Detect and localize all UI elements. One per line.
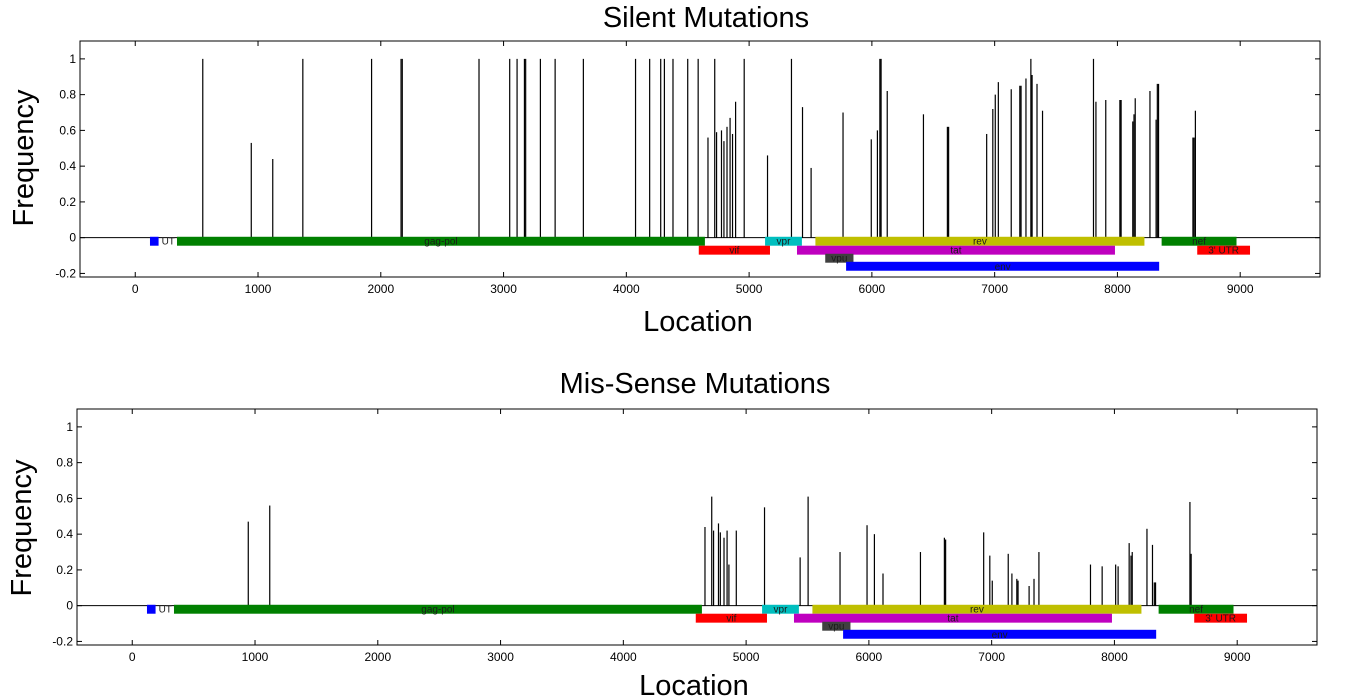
- gene-label: vpr: [777, 237, 792, 248]
- x-tick-label: 4000: [613, 282, 640, 296]
- gene-label: vif: [729, 246, 739, 257]
- y-tick-label: 0: [66, 599, 73, 613]
- y-tick-label: 0.6: [56, 491, 73, 505]
- y-tick-label: 0: [69, 231, 76, 245]
- y-tick-label: 1: [69, 52, 76, 66]
- x-axis: 0 1000 2000 3000 4000 5000 6000 7000 8000 9000: [132, 41, 1254, 296]
- gene-bar: [815, 236, 1145, 246]
- x-axis-label: Location: [643, 306, 753, 338]
- x-tick-label: 2000: [367, 282, 394, 296]
- x-tick-label: 6000: [856, 650, 883, 664]
- gene-label: vpu: [831, 254, 847, 265]
- gene-label: vpu: [828, 622, 844, 633]
- x-tick-label: 3000: [490, 282, 517, 296]
- gene-bar: [825, 253, 854, 263]
- y-tick-label: -0.2: [55, 266, 76, 280]
- gene-bar: [793, 613, 1112, 623]
- gene-label: UT: [162, 237, 175, 248]
- y-tick-label: 0.8: [59, 88, 76, 102]
- gene-label: UT: [159, 605, 172, 616]
- gene-bar: [1194, 613, 1248, 623]
- x-tick-label: 4000: [610, 650, 637, 664]
- gene-bar: [695, 613, 767, 623]
- gene-label: 3' UTR: [1208, 246, 1239, 257]
- x-tick-label: 6000: [859, 282, 886, 296]
- gene-bar: [176, 236, 705, 246]
- gene-label: rev: [970, 605, 984, 616]
- x-tick-label: 9000: [1227, 282, 1254, 296]
- chart-title: Silent Mutations: [603, 2, 809, 34]
- gene-bar: [843, 629, 1157, 639]
- x-tick-label: 9000: [1224, 650, 1251, 664]
- gene-bar: [1161, 236, 1237, 246]
- y-tick-label: -0.2: [52, 634, 73, 648]
- y-tick-label: 0.4: [56, 527, 73, 541]
- y-axis: -0.2 0 0.2 0.4 0.6 0.8 1: [52, 420, 1317, 648]
- gene-annotations: UT gag-pol vpr rev nef vif tat 3' UTR vpu env: [149, 236, 1251, 273]
- gene-label: gag-pol: [424, 237, 457, 248]
- x-tick-label: 2000: [364, 650, 391, 664]
- x-tick-label: 8000: [1104, 282, 1131, 296]
- y-tick-label: 0.2: [56, 563, 73, 577]
- y-tick-label: 0.6: [59, 123, 76, 137]
- x-tick-label: 3000: [487, 650, 514, 664]
- gene-bar: [812, 604, 1142, 614]
- y-tick-label: 1: [66, 420, 73, 434]
- x-tick-label: 8000: [1101, 650, 1128, 664]
- gene-bar: [149, 236, 159, 246]
- chart-missense: Mis-Sense Mutations -0.2 0 0.2 0.4 0.6 0.8 1 0…: [6, 368, 1318, 700]
- gene-bar: [1158, 604, 1234, 614]
- x-tick-label: 7000: [981, 282, 1008, 296]
- gene-label: env: [992, 630, 1008, 641]
- y-tick-label: 0.2: [59, 195, 76, 209]
- gene-bar: [796, 245, 1115, 255]
- gene-bar: [846, 261, 1160, 271]
- gene-bar: [822, 621, 851, 631]
- gene-label: 3' UTR: [1205, 614, 1236, 625]
- x-tick-label: 1000: [245, 282, 272, 296]
- y-axis-label: Frequency: [6, 459, 38, 597]
- gene-label: env: [995, 262, 1011, 273]
- x-tick-label: 0: [132, 282, 139, 296]
- gene-label: vif: [726, 614, 736, 625]
- x-tick-label: 1000: [242, 650, 269, 664]
- y-tick-label: 0.8: [56, 456, 73, 470]
- x-axis: 0 1000 2000 3000 4000 5000 6000 7000 8000 9000: [129, 409, 1251, 664]
- gene-label: nef: [1189, 605, 1203, 616]
- gene-annotations: UT gag-pol vpr rev nef vif tat 3' UTR vpu env: [146, 604, 1248, 641]
- chart-silent: Silent Mutations -0.2 0 0.2 0.4 0.6 0.8 1 0 100…: [8, 2, 1321, 338]
- x-axis-label: Location: [639, 670, 749, 700]
- chart-title: Mis-Sense Mutations: [560, 368, 831, 400]
- gene-label: vpr: [774, 605, 789, 616]
- gene-label: rev: [973, 237, 987, 248]
- y-tick-label: 0.4: [59, 159, 76, 173]
- gene-bar: [173, 604, 702, 614]
- y-axis: -0.2 0 0.2 0.4 0.6 0.8 1: [55, 52, 1320, 280]
- mutation-stems: [202, 58, 1196, 238]
- gene-bar: [1197, 245, 1251, 255]
- x-tick-label: 5000: [733, 650, 760, 664]
- gene-bar: [765, 236, 802, 246]
- gene-label: tat: [947, 614, 958, 625]
- gene-bar: [698, 245, 770, 255]
- mutation-stems: [247, 496, 1192, 606]
- y-axis-label: Frequency: [8, 89, 40, 227]
- gene-label: tat: [950, 246, 961, 257]
- gene-bar: [762, 604, 799, 614]
- x-tick-label: 0: [129, 650, 136, 664]
- x-tick-label: 7000: [978, 650, 1005, 664]
- gene-bar: [146, 604, 156, 614]
- gene-label: gag-pol: [421, 605, 454, 616]
- x-tick-label: 5000: [736, 282, 763, 296]
- gene-label: nef: [1192, 237, 1206, 248]
